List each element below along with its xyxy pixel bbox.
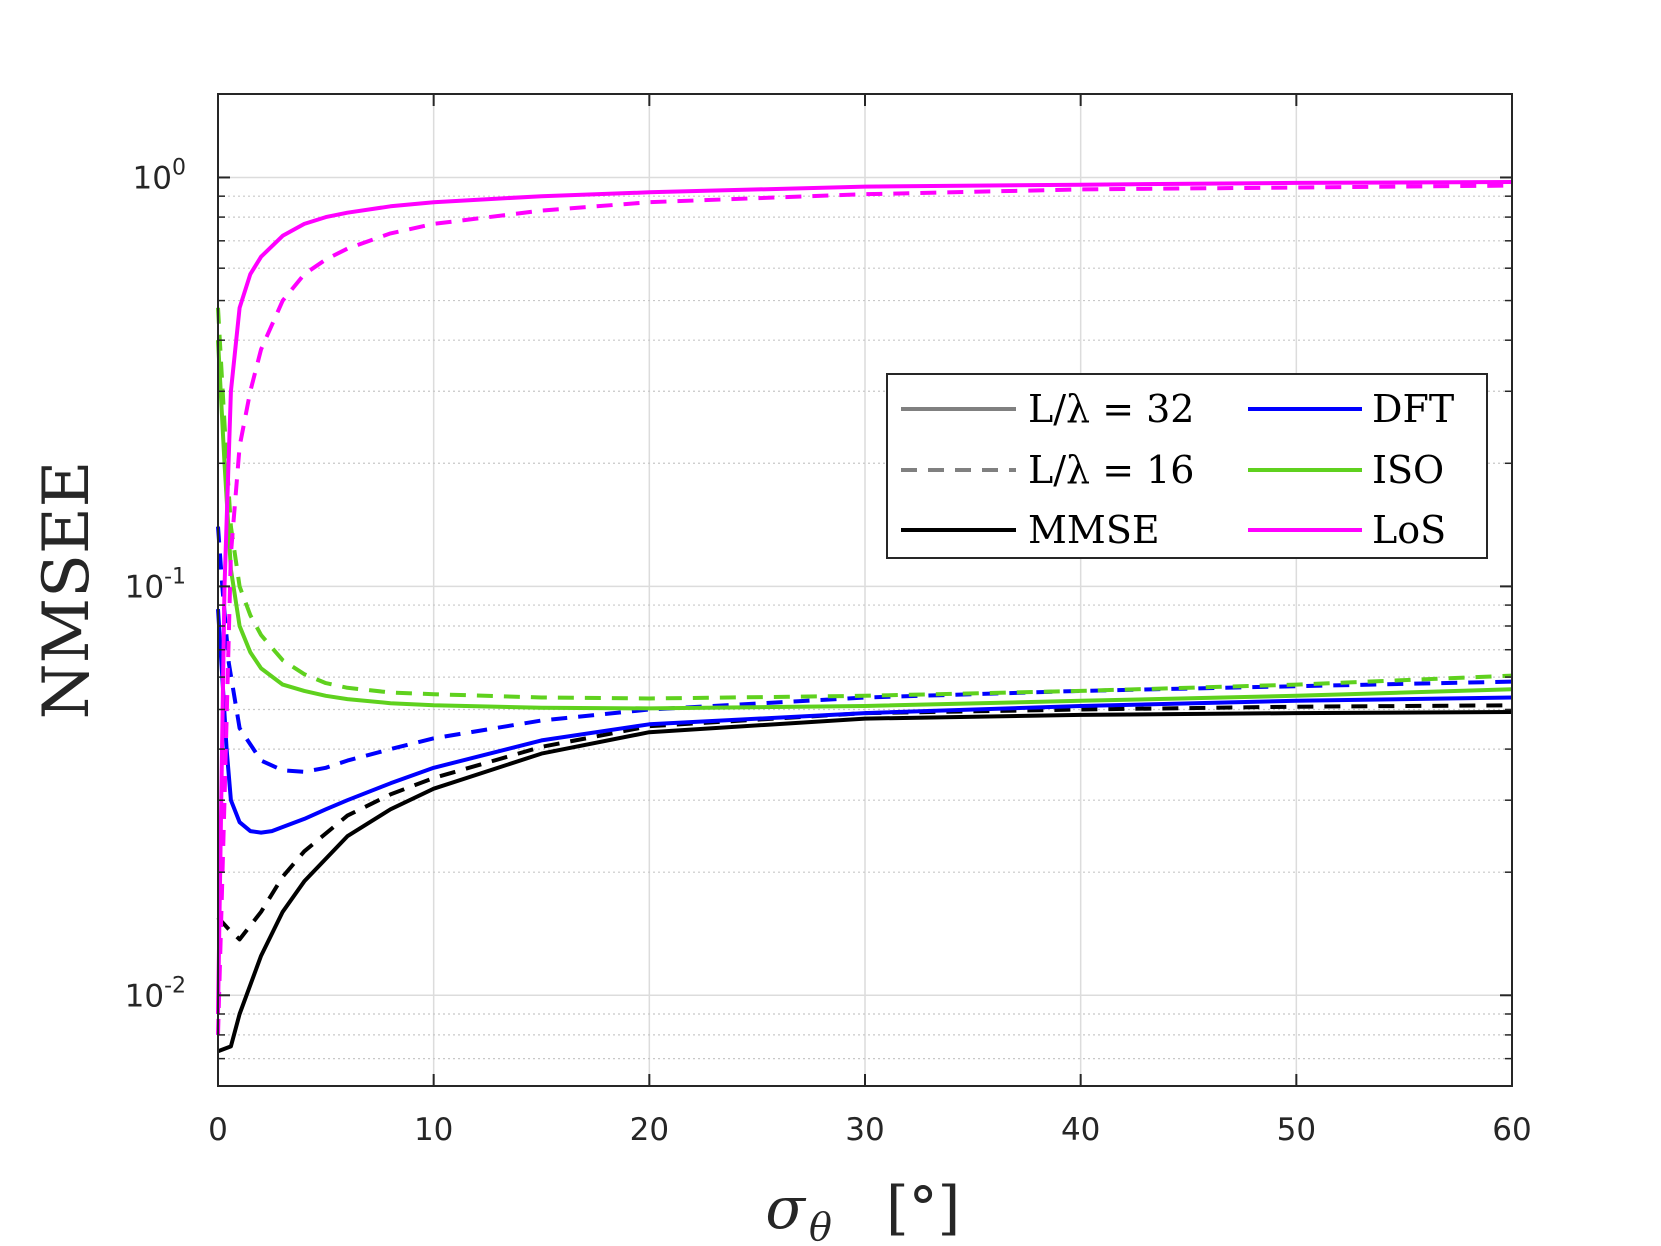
legend-label: L/λ = 16 (1028, 448, 1194, 492)
tick-labels: 0 10 20 30 40 50 60 10-2 10-1 100 (125, 155, 1532, 1148)
legend-label: DFT (1372, 387, 1454, 431)
legend-label: ISO (1372, 448, 1444, 492)
series-dft-solid (216, 608, 1513, 835)
legend: L/λ = 32 L/λ = 16 MMSE DFT ISO LoS (886, 373, 1488, 559)
legend-label: L/λ = 32 (1028, 387, 1194, 431)
x-tick-label: 30 (845, 1112, 884, 1148)
x-tick-label: 60 (1492, 1112, 1531, 1148)
legend-label: LoS (1372, 508, 1446, 552)
legend-box (886, 373, 1488, 559)
y-axis-label: NMSEE (30, 461, 104, 720)
series-iso-solid (216, 340, 1513, 711)
series-los-solid (216, 180, 1513, 1015)
x-tick-label: 0 (208, 1112, 228, 1148)
series-los-dashed (216, 183, 1513, 1035)
series-mmse-dashed (216, 703, 1513, 942)
x-axis-label: σ θ [°] (765, 1174, 960, 1246)
legend-label: MMSE (1028, 508, 1160, 552)
x-axis-subscript: θ (809, 1205, 832, 1246)
x-tick-label: 10 (414, 1112, 453, 1148)
y-tick-label: 10-2 (125, 973, 186, 1014)
x-tick-label: 40 (1061, 1112, 1100, 1148)
x-tick-label: 20 (630, 1112, 669, 1148)
x-axis-symbol: σ (765, 1174, 806, 1242)
x-tick-label: 50 (1277, 1112, 1316, 1148)
y-tick-label: 10-1 (125, 564, 186, 605)
axes (217, 93, 1513, 1087)
x-axis-unit: [°] (886, 1174, 960, 1242)
y-tick-label: 100 (133, 155, 186, 196)
series-lines (216, 180, 1513, 1054)
series-mmse-solid (217, 710, 1513, 1054)
axes-box (217, 93, 1513, 1087)
